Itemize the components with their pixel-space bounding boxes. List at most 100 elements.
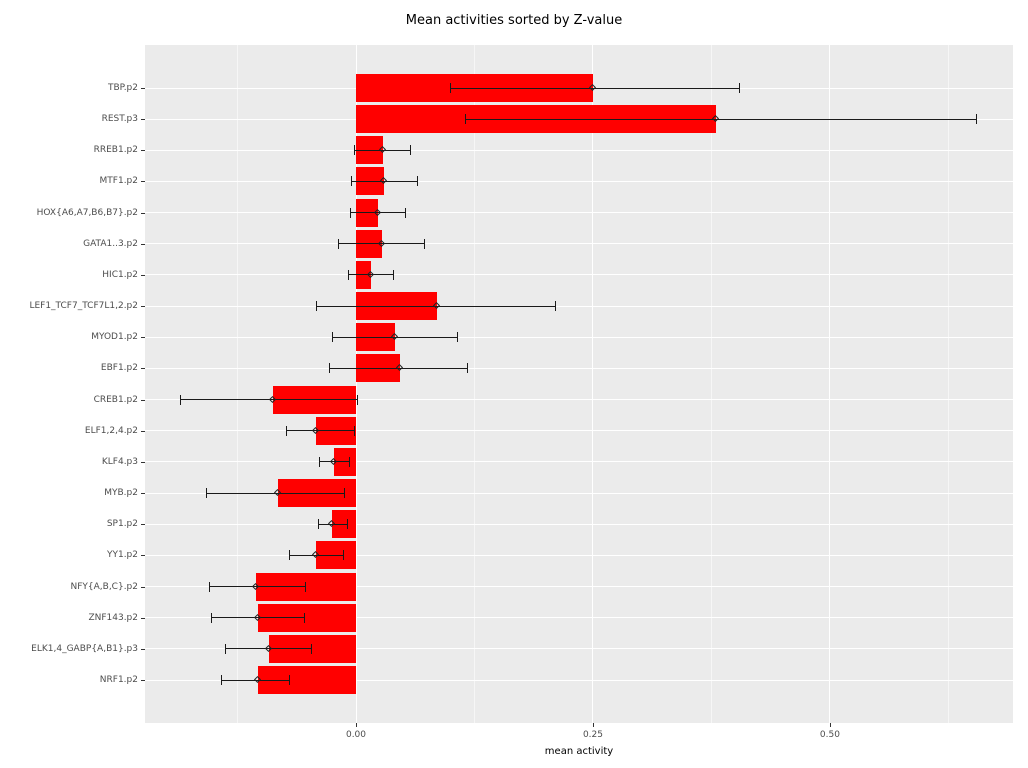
error-bar-cap-low — [286, 425, 288, 436]
y-axis-label: MYOD1.p2 — [91, 332, 138, 343]
y-axis-tick — [141, 493, 145, 495]
error-bar-cap-low — [180, 394, 182, 405]
error-bar-cap-high — [410, 145, 412, 156]
error-bar — [286, 430, 355, 432]
gridline-major — [592, 45, 594, 723]
y-axis-label: KLF4.p3 — [101, 456, 138, 467]
y-axis-tick — [141, 274, 145, 276]
error-bar-cap-low — [220, 675, 222, 685]
x-tick-label: 0.50 — [819, 730, 840, 740]
gridline-horizontal — [145, 523, 1013, 525]
error-bar — [209, 586, 306, 588]
y-axis-tick — [141, 555, 145, 557]
chart-title: Mean activities sorted by Z-value — [405, 13, 623, 28]
error-bar-cap-high — [310, 643, 312, 654]
error-bar-cap-low — [289, 550, 291, 561]
y-axis-label: ELK1,4_GABP{A,B1}.p3 — [31, 643, 138, 654]
y-axis-tick — [141, 150, 145, 152]
y-axis-tick — [141, 680, 145, 681]
gridline-horizontal — [145, 461, 1013, 463]
error-bar-cap-low — [315, 301, 317, 312]
error-bar-cap-high — [304, 612, 306, 623]
error-bar — [289, 554, 344, 556]
y-axis-label: MYB.p2 — [104, 488, 138, 499]
error-bar-cap-low — [353, 145, 355, 156]
y-axis-label: YY1.p2 — [106, 550, 138, 561]
y-axis-label: TBP.p2 — [108, 83, 138, 93]
error-bar-cap-high — [739, 83, 741, 93]
error-bar-cap-high — [467, 363, 469, 374]
error-bar-cap-low — [350, 176, 352, 187]
y-axis-tick — [141, 430, 145, 432]
error-bar-cap-high — [417, 176, 419, 187]
x-axis-tick — [829, 723, 831, 727]
gridline-major — [355, 45, 357, 723]
error-bar-cap-high — [393, 269, 395, 280]
y-axis-label: LEF1_TCF7_TCF7L1,2.p2 — [29, 301, 138, 312]
y-axis-tick — [141, 181, 145, 183]
error-bar — [225, 648, 312, 650]
error-bar-cap-low — [347, 269, 349, 280]
x-tick-label: 0.25 — [582, 730, 603, 740]
y-axis-tick — [141, 212, 145, 214]
gridline-horizontal — [145, 617, 1013, 619]
gridline-minor — [237, 45, 239, 723]
y-axis-tick — [141, 399, 145, 401]
error-bar-cap-high — [344, 488, 346, 499]
y-axis-label: RREB1.p2 — [93, 145, 138, 156]
error-bar-cap-high — [289, 675, 291, 685]
error-bar-cap-high — [305, 581, 307, 592]
y-axis-tick — [141, 243, 145, 245]
gridline-horizontal — [145, 305, 1013, 307]
gridline-horizontal — [145, 180, 1013, 182]
x-axis-tick — [356, 723, 357, 727]
error-bar-cap-high — [554, 301, 556, 312]
error-bar — [450, 87, 740, 89]
error-bar-cap-high — [976, 114, 978, 125]
gridline-horizontal — [145, 243, 1013, 245]
y-axis-tick — [141, 337, 145, 339]
y-axis-tick — [141, 306, 145, 308]
y-axis-label: REST.p3 — [101, 114, 138, 125]
error-bar-cap-low — [328, 363, 330, 374]
gridline-minor — [710, 45, 712, 723]
y-axis-label: GATA1..3.p2 — [83, 238, 138, 249]
y-axis-tick — [141, 88, 145, 89]
error-bar-cap-high — [423, 238, 425, 249]
gridline-horizontal — [145, 399, 1013, 401]
y-axis-tick — [141, 119, 145, 121]
error-bar-cap-low — [211, 612, 213, 623]
error-bar-cap-low — [349, 207, 351, 218]
y-axis-label: MTF1.p2 — [99, 176, 138, 187]
error-bar-cap-low — [224, 643, 226, 654]
gridline-horizontal — [145, 212, 1013, 214]
gridline-horizontal — [145, 336, 1013, 338]
gridline-horizontal — [145, 492, 1013, 494]
error-bar — [206, 492, 345, 494]
error-bar-cap-high — [404, 207, 406, 218]
error-bar-cap-low — [464, 114, 466, 125]
y-axis-tick — [141, 617, 145, 619]
error-bar — [211, 617, 305, 619]
error-bar-cap-low — [319, 456, 321, 467]
y-axis-label: HOX{A6,A7,B6,B7}.p2 — [36, 207, 138, 218]
y-axis-label: SP1.p2 — [106, 519, 138, 530]
error-bar-cap-low — [208, 581, 210, 592]
error-bar-cap-low — [338, 238, 340, 249]
y-axis-label: NFY{A,B,C}.p2 — [70, 581, 139, 592]
error-bar — [329, 367, 468, 369]
y-axis-tick — [141, 586, 145, 588]
y-axis-label: CREB1.p2 — [93, 394, 138, 405]
error-bar — [180, 399, 358, 401]
plot-panel — [145, 45, 1013, 723]
error-bar-cap-high — [348, 456, 350, 467]
y-axis-tick — [141, 461, 145, 463]
error-bar-cap-high — [357, 394, 359, 405]
x-axis-title: mean activity — [544, 746, 614, 757]
error-bar-cap-high — [343, 550, 345, 561]
gridline-major — [829, 45, 831, 723]
error-bar-cap-low — [450, 83, 452, 93]
gridline-horizontal — [145, 648, 1013, 650]
gridline-horizontal — [145, 367, 1013, 369]
